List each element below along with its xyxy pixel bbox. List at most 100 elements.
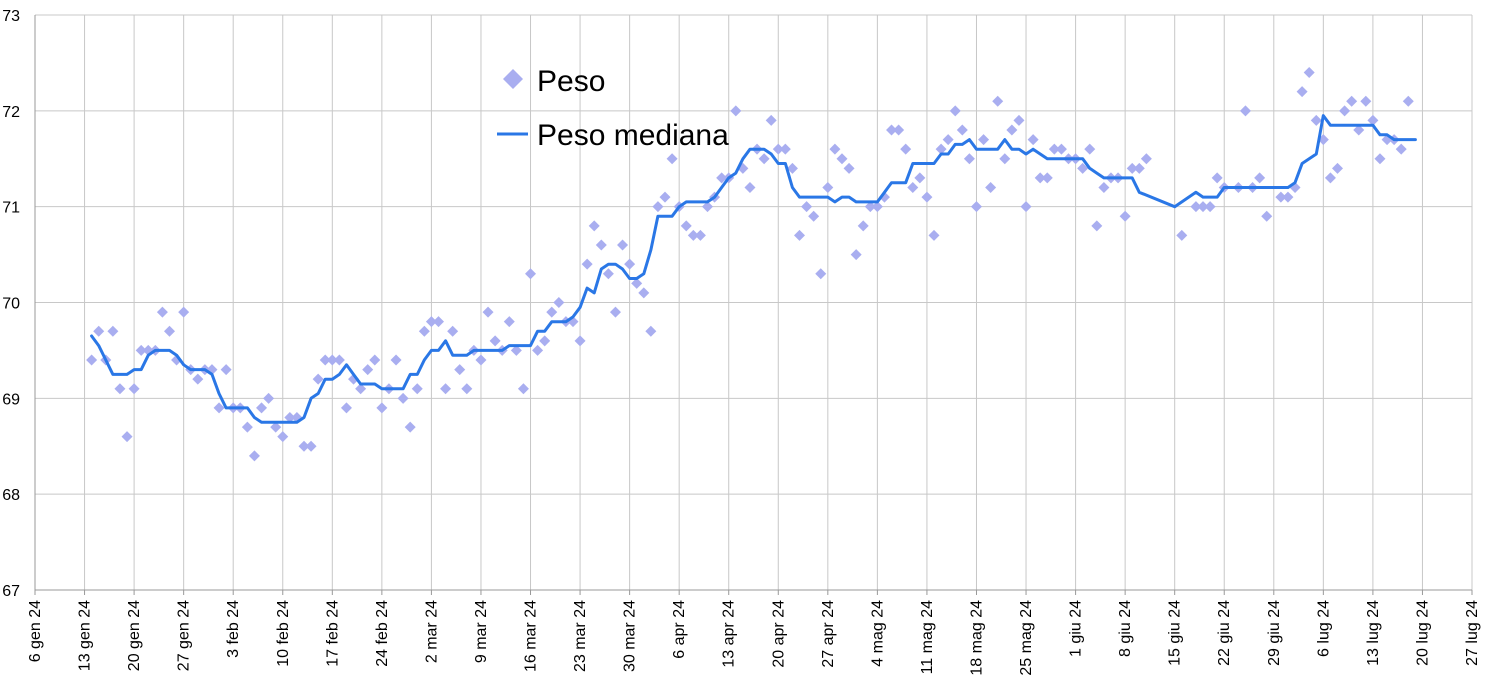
x-tick-label: 11 mag 24	[919, 600, 936, 675]
y-tick-label: 68	[2, 487, 20, 504]
x-tick-label: 17 feb 24	[324, 600, 341, 667]
peso-point	[609, 306, 621, 318]
peso-point	[617, 239, 629, 251]
peso-point	[93, 325, 105, 337]
peso-point	[1310, 114, 1322, 126]
y-tick-label: 71	[2, 200, 20, 217]
peso-point	[305, 440, 317, 452]
peso-point	[1367, 114, 1379, 126]
series-peso-mediana-line	[90, 114, 1417, 424]
peso-point	[1126, 162, 1138, 174]
peso-point	[631, 277, 643, 289]
x-tick-label: 27 apr 24	[820, 600, 837, 668]
x-tick-label: 13 apr 24	[721, 600, 738, 668]
peso-point	[121, 431, 133, 443]
peso-point	[1077, 162, 1089, 174]
peso-point	[836, 153, 848, 165]
peso-point	[86, 354, 98, 366]
peso-point	[1374, 153, 1386, 165]
peso-point	[135, 344, 147, 356]
peso-point	[525, 268, 537, 280]
peso-point	[326, 354, 338, 366]
peso-point	[779, 143, 791, 155]
peso-point	[794, 229, 806, 241]
peso-point	[107, 325, 119, 337]
peso-point	[369, 354, 381, 366]
peso-point	[1275, 191, 1287, 203]
peso-point	[1360, 95, 1372, 107]
peso-point	[666, 153, 678, 165]
peso-point	[730, 105, 742, 117]
peso-point	[1034, 172, 1046, 184]
peso-point	[1098, 182, 1110, 193]
peso-point	[213, 402, 225, 414]
peso-point	[1048, 143, 1060, 155]
peso-point	[432, 316, 444, 328]
x-tick-labels: 6 gen 24 13 gen 24 20 gen 24 27 gen 24 3 feb…	[27, 600, 1481, 676]
legend-item-peso-mediana: Peso mediana	[497, 119, 729, 152]
peso-point	[128, 383, 140, 395]
peso-point	[680, 220, 692, 232]
peso-point	[687, 229, 699, 241]
peso-point	[1296, 86, 1308, 98]
peso-point	[1303, 67, 1315, 78]
x-tick-label: 6 apr 24	[671, 600, 688, 659]
peso-point	[574, 335, 586, 347]
peso-point	[659, 191, 671, 203]
peso-point	[602, 268, 614, 280]
peso-point	[942, 134, 954, 146]
peso-point	[772, 143, 784, 155]
peso-point	[256, 402, 268, 414]
peso-point	[277, 431, 289, 443]
legend-diamond-icon	[503, 69, 523, 89]
grid-lines	[34, 14, 1473, 591]
peso-point	[652, 201, 664, 213]
peso-point	[716, 172, 728, 184]
peso-point	[1197, 201, 1209, 213]
peso-mediana-line	[90, 114, 1417, 424]
peso-point	[340, 402, 352, 414]
peso-point	[1261, 210, 1273, 222]
peso-point	[248, 450, 260, 462]
peso-point	[1084, 143, 1096, 155]
peso-point	[808, 210, 820, 222]
peso-point	[1395, 143, 1407, 155]
peso-point	[999, 153, 1011, 165]
x-tick-label: 24 feb 24	[374, 600, 391, 667]
peso-point	[312, 373, 324, 385]
peso-point	[786, 162, 798, 174]
x-tick-label: 18 mag 24	[968, 600, 985, 676]
peso-point	[985, 182, 997, 193]
peso-point	[298, 440, 310, 452]
peso-point	[857, 220, 869, 232]
peso-point	[1204, 201, 1216, 213]
legend: Peso Peso mediana	[497, 65, 729, 152]
peso-point	[815, 268, 827, 280]
x-tick-label: 16 mar 24	[523, 600, 540, 672]
peso-point	[1091, 220, 1103, 232]
x-tick-label: 10 feb 24	[275, 600, 292, 667]
peso-point	[263, 392, 275, 404]
x-tick-label: 25 mag 24	[1018, 600, 1035, 676]
peso-point	[907, 182, 919, 193]
peso-point	[1055, 143, 1067, 155]
peso-point	[1324, 172, 1336, 184]
peso-point	[935, 143, 947, 155]
peso-point	[900, 143, 912, 155]
peso-point	[163, 325, 175, 337]
peso-point	[624, 258, 636, 270]
peso-point	[411, 383, 423, 395]
peso-point	[156, 306, 168, 318]
peso-point	[1402, 95, 1414, 107]
peso-point	[921, 191, 933, 203]
x-tick-label: 4 mag 24	[869, 600, 886, 667]
peso-point	[1346, 95, 1358, 107]
peso-point	[1176, 229, 1188, 241]
x-tick-label: 15 giu 24	[1167, 600, 1184, 666]
y-tick-label: 70	[2, 296, 20, 313]
x-tick-label: 9 mar 24	[473, 600, 490, 663]
peso-point	[390, 354, 402, 366]
axes	[34, 15, 1473, 595]
peso-point	[425, 316, 437, 328]
